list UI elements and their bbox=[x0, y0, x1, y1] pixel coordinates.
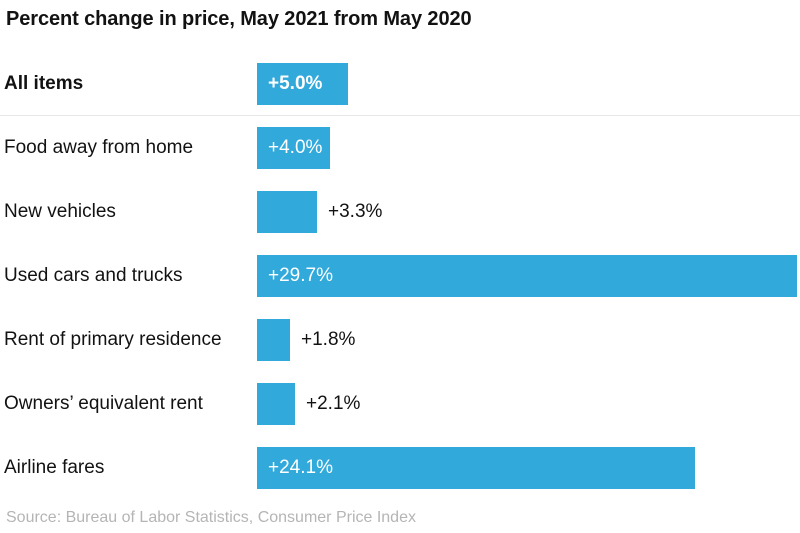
chart-row: Food away from home +4.0% bbox=[0, 116, 800, 180]
chart-row: Owners’ equivalent rent +2.1% bbox=[0, 372, 800, 436]
bar bbox=[257, 191, 317, 233]
category-label: Airline fares bbox=[4, 457, 105, 478]
chart-row: All items +5.0% bbox=[0, 52, 800, 116]
category-label: Owners’ equivalent rent bbox=[4, 393, 203, 414]
bar bbox=[257, 383, 295, 425]
bar: +29.7% bbox=[257, 255, 797, 297]
value-label: +24.1% bbox=[268, 457, 333, 478]
category-label: New vehicles bbox=[4, 201, 116, 222]
bar bbox=[257, 319, 290, 361]
value-label: +4.0% bbox=[268, 137, 323, 158]
chart-row: Used cars and trucks +29.7% bbox=[0, 244, 800, 308]
bar: +5.0% bbox=[257, 62, 348, 105]
chart-title: Percent change in price, May 2021 from M… bbox=[6, 8, 472, 30]
chart-row: Rent of primary residence +1.8% bbox=[0, 308, 800, 372]
chart-row: Airline fares +24.1% bbox=[0, 436, 800, 500]
value-label: +3.3% bbox=[328, 201, 383, 222]
value-label: +29.7% bbox=[268, 265, 333, 286]
category-label: All items bbox=[4, 72, 84, 94]
bar: +4.0% bbox=[257, 127, 330, 169]
value-label: +5.0% bbox=[268, 72, 323, 94]
chart-row: New vehicles +3.3% bbox=[0, 180, 800, 244]
value-label: +1.8% bbox=[301, 329, 356, 350]
chart-rows: All items +5.0% Food away from home +4.0% Ne… bbox=[0, 52, 800, 500]
bar: +24.1% bbox=[257, 447, 695, 489]
value-label: +2.1% bbox=[306, 393, 361, 414]
category-label: Food away from home bbox=[4, 137, 194, 158]
source-note: Source: Bureau of Labor Statistics, Cons… bbox=[6, 509, 416, 526]
category-label: Rent of primary residence bbox=[4, 329, 222, 350]
category-label: Used cars and trucks bbox=[4, 265, 183, 286]
